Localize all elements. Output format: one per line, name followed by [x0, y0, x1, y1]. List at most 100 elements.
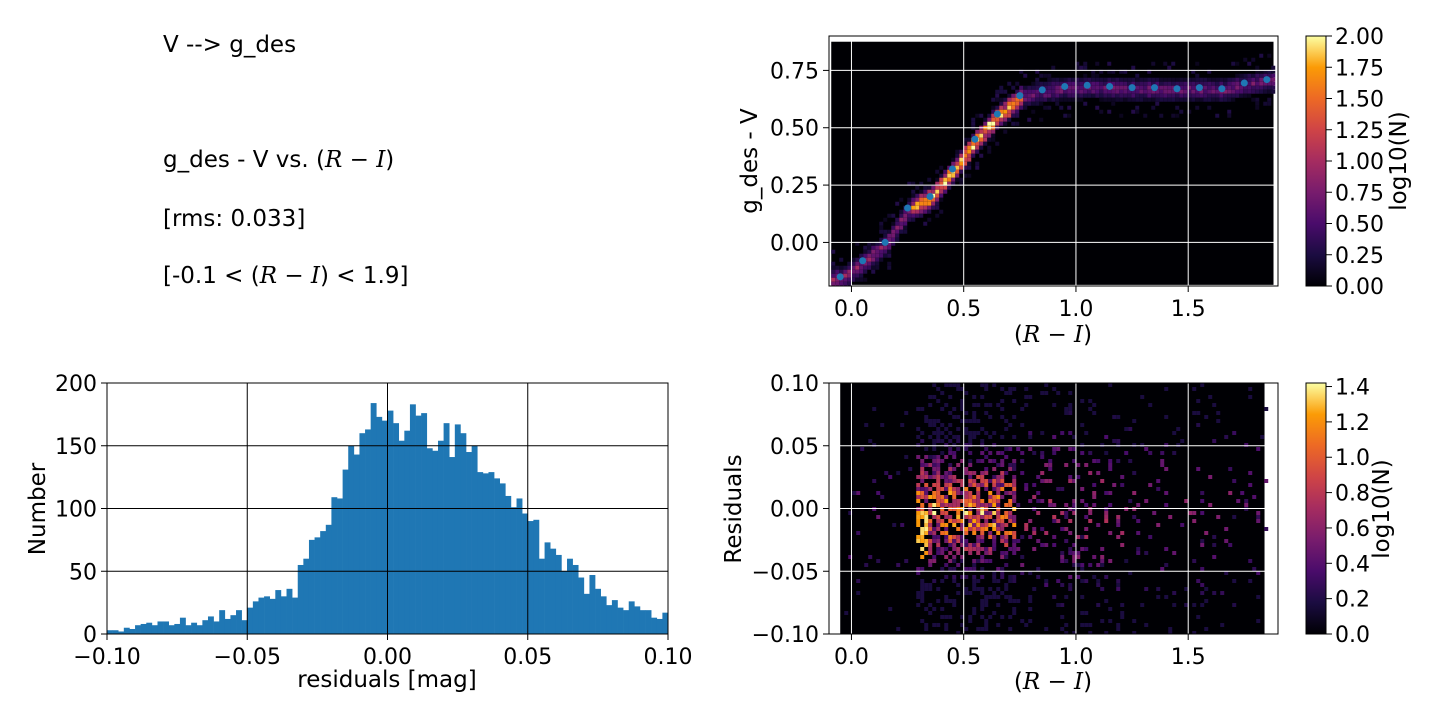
color-relation-bin — [955, 157, 960, 162]
color-relation-bin — [1195, 93, 1200, 98]
color-relation-bin — [879, 221, 884, 226]
residual-map-bin — [916, 571, 921, 575]
residual-map-bin — [1220, 591, 1225, 595]
residual-map-bin — [960, 519, 965, 523]
color-relation-bin — [915, 185, 920, 190]
color-relation-bin — [1003, 121, 1008, 126]
histogram-bar — [107, 630, 113, 634]
color-relation-bin — [979, 145, 984, 150]
residual-map-bin — [1004, 555, 1009, 559]
color-relation-bin — [1123, 89, 1128, 94]
residual-map-bin — [964, 503, 969, 507]
color-relation-bin — [895, 237, 900, 242]
residual-map-bin — [1200, 499, 1205, 503]
color-relation-bin — [1243, 85, 1248, 90]
color-relation-bin — [1099, 85, 1104, 90]
residual-map-bin — [1012, 611, 1017, 615]
residual-map-bin — [1168, 515, 1173, 519]
color-relation-bin — [935, 181, 940, 186]
residual-map-bin — [996, 623, 1001, 627]
color-relation-bin — [995, 141, 1000, 146]
residual-map-bin — [1232, 579, 1237, 583]
residual-map-bin — [976, 503, 981, 507]
residual-map-bin — [988, 491, 993, 495]
residual-map-bin — [900, 523, 905, 527]
color-relation-bin — [1231, 85, 1236, 90]
color-relation-bin — [1263, 101, 1268, 106]
residual-map-bin — [944, 615, 949, 619]
color-relation-bin — [835, 269, 840, 274]
color-relation-bin — [1095, 61, 1100, 66]
residual-map-bin — [980, 607, 985, 611]
residual-map-bin — [872, 443, 877, 447]
residual-map-bin — [956, 387, 961, 391]
residual-map-bin — [1040, 479, 1045, 483]
residual-map-bin — [920, 591, 925, 595]
color-relation-bin — [1263, 89, 1268, 94]
residual-map-bin — [984, 387, 989, 391]
residual-map-bin — [928, 423, 933, 427]
residual-map-bin — [976, 519, 981, 523]
color-relation-bin — [1099, 77, 1104, 82]
residual-map-bin — [992, 543, 997, 547]
residual-map-bin — [924, 543, 929, 547]
color-relation-bin — [1139, 89, 1144, 94]
color-relation-bin — [1255, 85, 1260, 90]
color-relation-bin — [883, 253, 888, 258]
color-relation-bin — [1083, 89, 1088, 94]
residual-map-bin — [960, 615, 965, 619]
residual-map-bin — [920, 539, 925, 543]
residual-map-bin — [916, 495, 921, 499]
residual-map-bin — [1116, 535, 1121, 539]
residual-map-bin — [928, 551, 933, 555]
color-relation-bin — [983, 117, 988, 122]
residual-map-bin — [928, 519, 933, 523]
color-relation-bin — [939, 165, 944, 170]
residual-map-bin — [1016, 599, 1021, 603]
residual-map-bin — [1168, 627, 1173, 631]
residual-map-bin — [1000, 471, 1005, 475]
residual-map-bin — [964, 527, 969, 531]
color-relation-bin — [1143, 81, 1148, 86]
residual-map-bin — [988, 515, 993, 519]
color-relation-bin — [987, 133, 992, 138]
color-relation-bin — [1003, 129, 1008, 134]
color-relation-bin — [1099, 97, 1104, 102]
color-relation-bin — [1151, 77, 1156, 82]
residual-map-bin — [1004, 531, 1009, 535]
color-relation-bin — [911, 197, 916, 202]
color-relation-bin — [947, 185, 952, 190]
color-relation-bin — [879, 241, 884, 246]
residual-map-bin — [936, 515, 941, 519]
residual-map-bin — [968, 471, 973, 475]
histogram-bar — [230, 615, 237, 634]
residual-map-bin — [964, 547, 969, 551]
histogram-bar — [112, 630, 119, 634]
residual-map-bin — [1196, 423, 1201, 427]
color-relation-bin — [931, 185, 936, 190]
residual-map-bin — [920, 487, 925, 491]
residual-map-bin — [1056, 603, 1061, 607]
residual-map-bin — [1000, 483, 1005, 487]
color-relation-bin — [1223, 81, 1228, 86]
histogram-bar — [589, 575, 596, 634]
residual-map-bin — [944, 623, 949, 627]
color-relation-bin — [963, 173, 968, 178]
color-relation-bin — [1147, 97, 1152, 102]
color-relation-bin — [859, 265, 864, 270]
residual-map-bin — [1064, 595, 1069, 599]
color-relation-bin — [1235, 93, 1240, 98]
color-relation-bin — [1035, 93, 1040, 98]
residual-map-bin — [944, 515, 949, 519]
residual-map-bin — [1104, 575, 1109, 579]
color-relation-bin — [1255, 89, 1260, 94]
residual-map-bin — [884, 471, 889, 475]
histogram-bar — [454, 424, 461, 634]
residual-map-bin — [936, 599, 941, 603]
color-relation-bin — [1035, 101, 1040, 106]
residual-map-bin — [960, 575, 965, 579]
residual-map-bin — [952, 575, 957, 579]
residual-map-bin — [1000, 487, 1005, 491]
residual-map-bin — [1232, 479, 1237, 483]
color-relation-colorbar-tick-label: 2.00 — [1335, 25, 1384, 50]
